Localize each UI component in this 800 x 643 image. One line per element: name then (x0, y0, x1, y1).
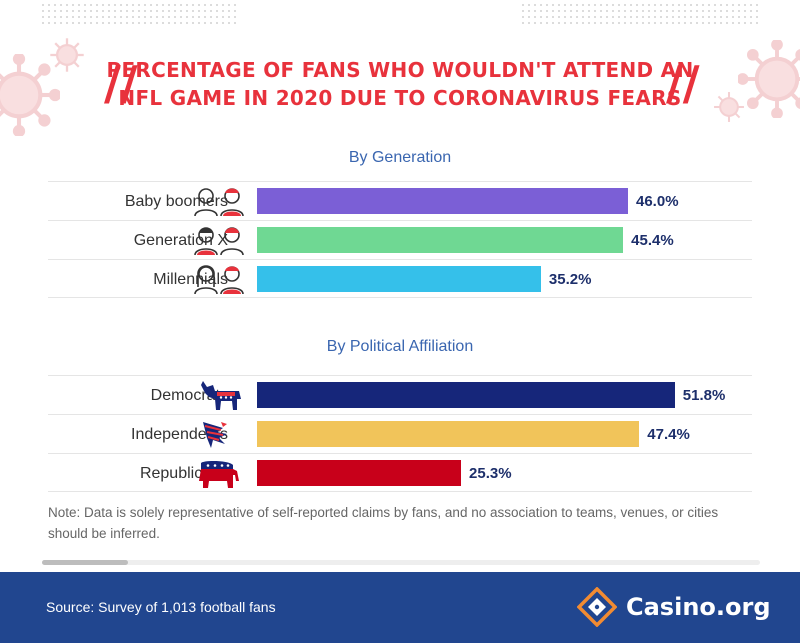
horizontal-scrollbar[interactable] (42, 560, 760, 565)
category-label: Independents (131, 426, 228, 443)
dot-pattern-right (520, 2, 760, 24)
casino-logo-icon (577, 587, 617, 627)
bar (257, 382, 675, 408)
section-title-generation: By Generation (348, 149, 452, 166)
elderly-couple-icon (194, 188, 244, 217)
virus-icon (0, 54, 60, 136)
value-label: 47.4% (647, 426, 690, 443)
chart-row: Democrats 51.8% (48, 375, 752, 414)
category-label: Millennials (153, 271, 228, 288)
title-slash-left: // (104, 56, 138, 110)
dot-pattern-left (40, 2, 240, 24)
independent-eagle-icon (203, 422, 227, 448)
virus-icon (738, 40, 800, 118)
value-label: 46.0% (636, 193, 679, 210)
value-label: 25.3% (469, 465, 512, 482)
value-label: 35.2% (548, 271, 592, 288)
bar (257, 421, 640, 447)
title-slash-right: // (666, 56, 700, 110)
footnote: Note: Data is solely representative of s… (48, 505, 719, 541)
source-text: Source: Survey of 1,013 football fans (46, 599, 276, 615)
value-label: 51.8% (682, 387, 726, 404)
virus-icon (50, 38, 84, 72)
value-label: 45.4% (631, 232, 674, 249)
category-label: Generation X (133, 232, 228, 249)
chart-row: Millennials 35.2% (48, 259, 752, 298)
chart-title-line2: NFL GAME IN 2020 DUE TO CORONAVIRUS FEAR… (118, 86, 682, 110)
virus-icon (714, 92, 744, 122)
bar (257, 227, 624, 253)
bar (257, 188, 628, 214)
young-couple-icon (194, 265, 244, 295)
democrat-donkey-icon (201, 381, 241, 410)
middle-aged-couple-icon (194, 227, 244, 256)
republican-elephant-icon (199, 460, 239, 488)
footer: Source: Survey of 1,013 football fans Ca… (0, 572, 800, 643)
section-title-political: By Political Affiliation (326, 338, 474, 355)
chart-row: Republicans 25.3% (48, 453, 752, 492)
brand-name: Casino.org (626, 593, 771, 621)
chart-row: Baby boomers 46.0% (48, 181, 752, 220)
bar (257, 266, 541, 292)
category-label: Baby boomers (124, 193, 228, 210)
bar (257, 460, 462, 486)
chart-title-line1: PERCENTAGE OF FANS WHO WOULDN'T ATTEND A… (106, 58, 694, 82)
chart-row: Generation X 45.4% (48, 220, 752, 259)
chart-title: PERCENTAGE OF FANS WHO WOULDN'T ATTEND A… (0, 56, 800, 112)
chart-row: Independents 47.4% (48, 414, 752, 453)
scrollbar-thumb[interactable] (42, 560, 128, 565)
